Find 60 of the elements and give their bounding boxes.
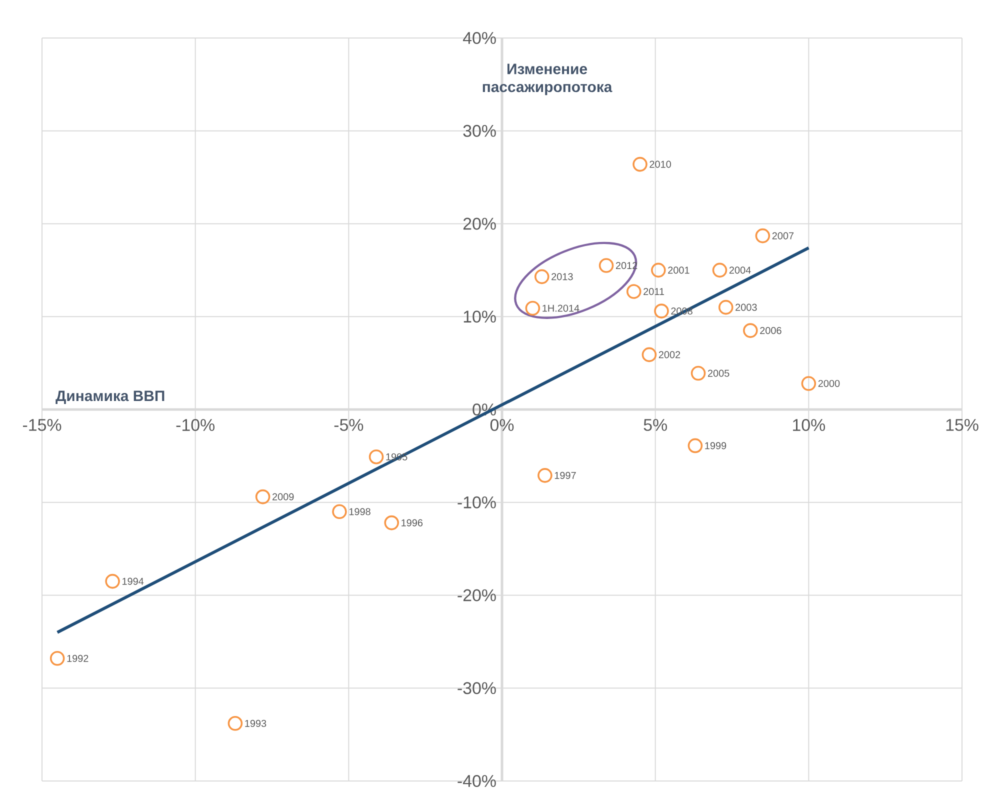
point xyxy=(690,366,706,381)
x-tick-label: 5% xyxy=(644,419,667,431)
annotation: 2006 xyxy=(760,327,782,334)
annotation: 2007 xyxy=(772,232,794,240)
annotation: 1H.2014 xyxy=(542,304,580,312)
point xyxy=(368,449,384,464)
x-tick-label: 10% xyxy=(793,419,826,432)
annotation: 1997 xyxy=(554,472,576,479)
annotation: 2005 xyxy=(708,370,730,377)
annotation: 2000 xyxy=(818,380,840,388)
y-tick-label: -40% xyxy=(458,774,496,787)
point xyxy=(801,376,816,391)
y-tick-label: 20% xyxy=(463,218,496,230)
annotation: 2009 xyxy=(272,493,294,500)
y-tick-label: 10% xyxy=(464,310,496,323)
annotation: 1996 xyxy=(402,519,423,526)
point xyxy=(632,156,648,172)
point xyxy=(228,716,243,731)
y-tick-label: -20% xyxy=(458,589,496,602)
annotation: 1998 xyxy=(349,508,370,516)
point xyxy=(384,515,400,530)
point xyxy=(712,262,728,278)
annotation: 2010 xyxy=(650,160,671,168)
point xyxy=(525,300,540,316)
annotation: 2011 xyxy=(644,288,664,296)
point xyxy=(642,347,657,362)
annotation: 2013 xyxy=(552,273,573,280)
point xyxy=(755,228,770,244)
point xyxy=(688,438,703,454)
x-tick-label: -10% xyxy=(176,419,214,432)
x-tick-label: 15% xyxy=(946,419,978,431)
point xyxy=(626,284,642,299)
y-axis-title: Изменение пассажиропотока xyxy=(482,64,612,96)
point xyxy=(598,258,614,273)
point xyxy=(332,504,347,520)
annotation: 2003 xyxy=(736,304,757,311)
annotation: 1994 xyxy=(122,578,144,585)
point xyxy=(651,262,666,278)
annotation: 2001 xyxy=(668,266,690,274)
y-tick-label: -30% xyxy=(458,682,496,694)
point xyxy=(105,574,120,589)
x-tick-label: -15% xyxy=(22,419,62,431)
point xyxy=(255,489,270,504)
point xyxy=(50,650,65,666)
y-tick-label: -10% xyxy=(458,496,496,508)
annotation: 1993 xyxy=(245,720,266,727)
annotation: 1992 xyxy=(67,654,88,662)
y-tick-label: 40% xyxy=(462,32,496,44)
point xyxy=(654,304,669,318)
point xyxy=(743,323,758,338)
point xyxy=(534,269,550,284)
y-tick-label: 30% xyxy=(463,124,496,137)
point xyxy=(718,300,734,315)
annotation: 2004 xyxy=(729,266,751,274)
x-tick-label: -5% xyxy=(334,419,364,431)
annotation: 1999 xyxy=(705,442,726,450)
annotation: 2002 xyxy=(658,351,680,358)
x-axis-title: Динамика ВВП xyxy=(56,390,164,404)
point xyxy=(538,468,552,483)
x-tick-label: 0% xyxy=(490,419,514,432)
